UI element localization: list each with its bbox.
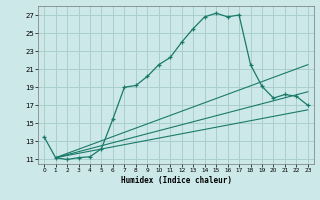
X-axis label: Humidex (Indice chaleur): Humidex (Indice chaleur) (121, 176, 231, 185)
